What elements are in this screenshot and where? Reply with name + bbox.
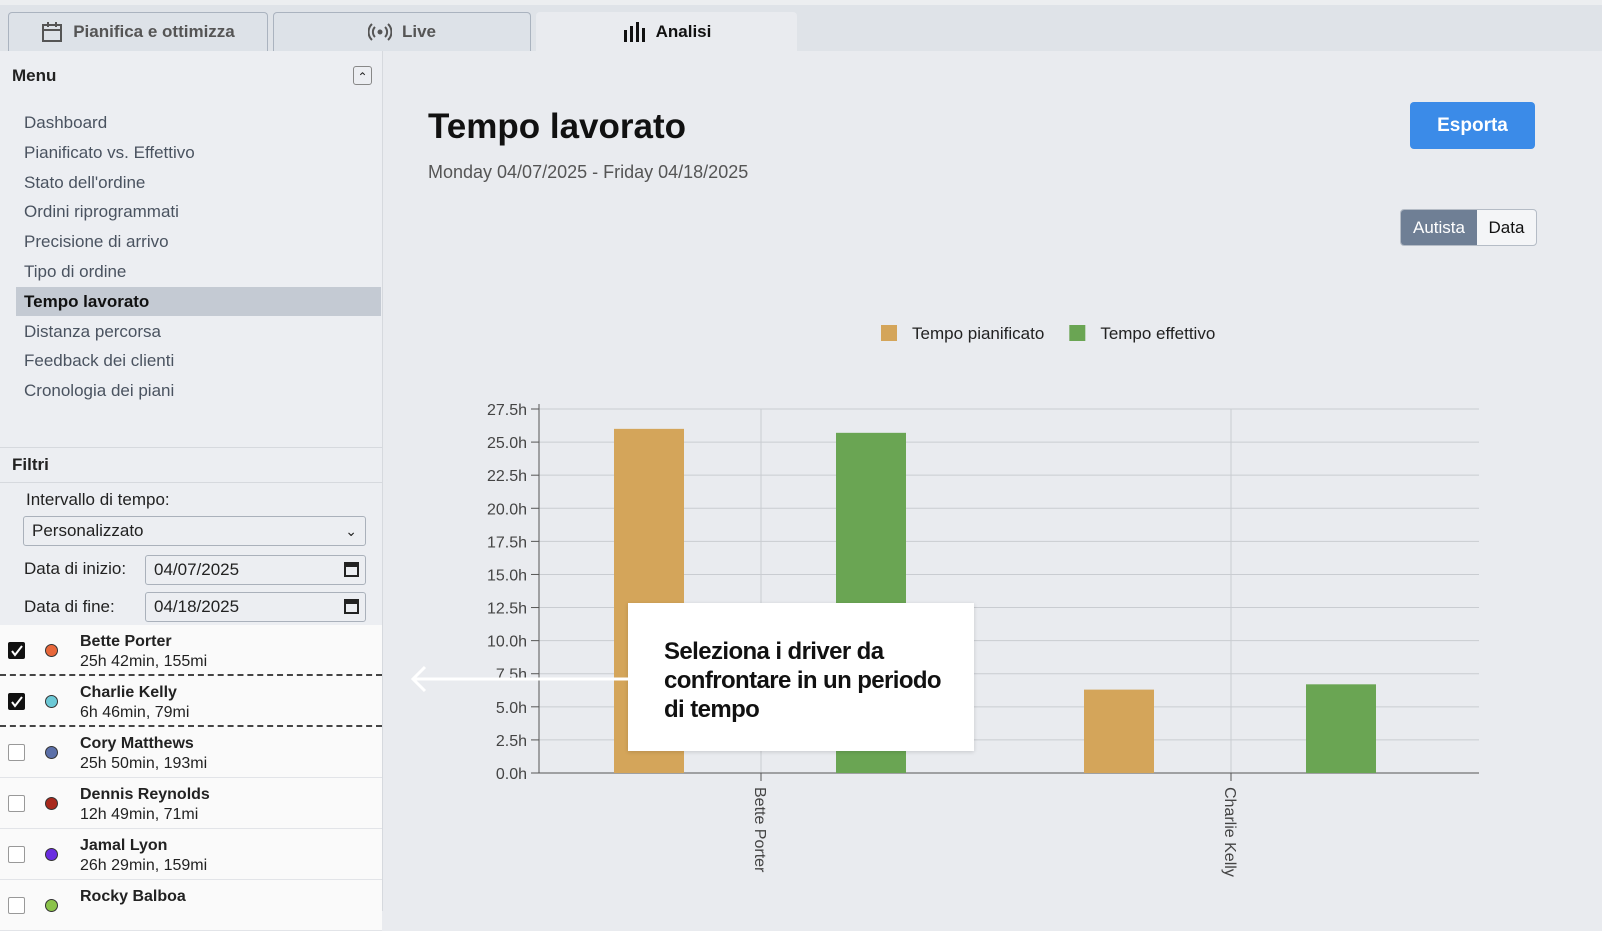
menu-item[interactable]: Stato dell'ordine (24, 172, 146, 192)
driver-color (45, 797, 58, 810)
toggle-option[interactable]: Data (1488, 217, 1525, 237)
page-title: Tempo lavorato (428, 107, 687, 146)
end-value: 04/18/2025 (154, 597, 240, 616)
range-select[interactable]: Personalizzato ⌄ (23, 516, 366, 546)
legend-label: Tempo pianificato (912, 324, 1044, 343)
y-tick-label: 17.5h (487, 534, 527, 551)
tab-label: Analisi (655, 22, 712, 41)
checkbox[interactable] (8, 795, 25, 812)
menu-item[interactable]: Tempo lavorato (16, 286, 381, 316)
y-tick-label: 27.5h (487, 402, 527, 419)
calendar-icon (42, 22, 63, 42)
y-tick-label: 15.0h (487, 567, 527, 584)
tab[interactable]: Live (273, 12, 531, 51)
x-tick-label: Bette Porter (751, 787, 768, 873)
driver-name: Dennis Reynolds (80, 786, 210, 803)
y-tick-label: 2.5h (496, 733, 527, 750)
driver-detail: 6h 46min, 79mi (80, 704, 190, 721)
callout-arrow (410, 665, 629, 693)
start-input[interactable]: 04/07/2025 (145, 555, 366, 585)
bar (1084, 689, 1154, 773)
collapse-button[interactable]: ⌃ (353, 66, 372, 85)
driver-row[interactable]: Charlie Kelly 6h 46min, 79mi (0, 676, 382, 727)
driver-name: Jamal Lyon (80, 837, 168, 854)
driver-color (45, 644, 58, 657)
driver-detail: 25h 42min, 155mi (80, 653, 208, 670)
analytics-icon (623, 22, 645, 42)
legend-swatch (881, 325, 897, 341)
y-tick-label: 12.5h (487, 601, 527, 618)
driver-name: Charlie Kelly (80, 684, 177, 701)
toggle-option[interactable]: Autista (1401, 210, 1477, 245)
y-tick-label: 25.0h (487, 435, 527, 452)
filters-header (0, 447, 382, 483)
menu-item[interactable]: Pianificato vs. Effettivo (24, 142, 195, 162)
menu-item[interactable]: Cronologia dei piani (24, 381, 175, 401)
y-tick-label: 20.0h (487, 501, 527, 518)
driver-name: Rocky Balboa (80, 888, 186, 905)
view-toggle: Autista Data (1400, 209, 1537, 246)
driver-row[interactable]: Jamal Lyon 26h 29min, 159mi (0, 829, 382, 880)
y-tick-label: 5.0h (496, 700, 527, 717)
range-label: Intervallo di tempo: (26, 490, 170, 509)
driver-detail: 25h 50min, 193mi (80, 755, 208, 772)
legend-label: Tempo effettivo (1100, 324, 1215, 343)
driver-detail: 26h 29min, 159mi (80, 857, 208, 874)
tab-label: Live (401, 22, 437, 41)
tab-label: Pianifica e ottimizza (73, 22, 235, 41)
driver-name: Bette Porter (80, 633, 172, 650)
checkbox[interactable] (8, 693, 25, 710)
menu-item[interactable]: Feedback dei clienti (24, 351, 175, 371)
driver-row[interactable]: Dennis Reynolds 12h 49min, 71mi (0, 778, 382, 829)
y-tick-label: 22.5h (487, 468, 527, 485)
y-tick-label: 0.0h (496, 766, 527, 783)
checkbox[interactable] (8, 642, 25, 659)
driver-color (45, 746, 58, 759)
check (11, 645, 23, 657)
start-value: 04/07/2025 (154, 560, 240, 579)
range-value: Personalizzato (32, 521, 144, 540)
driver-row[interactable]: Bette Porter 25h 42min, 155mi (0, 625, 382, 676)
menu-item[interactable]: Dashboard (24, 113, 108, 132)
bar (1306, 684, 1376, 773)
checkbox[interactable] (8, 846, 25, 863)
checkbox[interactable] (8, 744, 25, 761)
driver-detail: 12h 49min, 71mi (80, 806, 199, 823)
callout-text: Seleziona i driver da confrontare in un … (664, 638, 942, 723)
select-arrow: ⌄ (345, 522, 357, 539)
start-label: Data di inizio: (24, 559, 127, 578)
menu-title: Menu (12, 66, 57, 85)
y-tick-label: 10.0h (487, 634, 527, 651)
menu-item[interactable]: Distanza percorsa (24, 321, 162, 341)
callout: Seleziona i driver da confrontare in un … (628, 603, 974, 751)
check (11, 696, 23, 708)
menu-item[interactable]: Precisione di arrivo (24, 232, 169, 252)
driver-color (45, 848, 58, 861)
end-input[interactable]: 04/18/2025 (145, 592, 366, 622)
export-button[interactable]: Esporta (1410, 102, 1535, 149)
end-label: Data di fine: (24, 597, 115, 616)
driver-row[interactable]: Cory Matthews 25h 50min, 193mi (0, 727, 382, 778)
menu-item[interactable]: Tipo di ordine (24, 262, 127, 281)
live-icon (367, 23, 392, 41)
chart: 0.0h2.5h5.0h7.5h10.0h12.5h15.0h17.5h20.0… (487, 324, 1479, 877)
driver-color (45, 695, 58, 708)
driver-name: Cory Matthews (80, 735, 194, 752)
tab[interactable]: Analisi (536, 12, 797, 51)
filters-title: Filtri (12, 455, 49, 474)
tab[interactable]: Pianifica e ottimizza (8, 12, 268, 51)
date-range: Monday 04/07/2025 - Friday 04/18/2025 (428, 162, 749, 182)
calendar-icons (344, 562, 359, 614)
x-tick-label: Charlie Kelly (1221, 787, 1238, 877)
legend-swatch (1069, 325, 1086, 341)
menu-item[interactable]: Ordini riprogrammati (24, 202, 179, 222)
